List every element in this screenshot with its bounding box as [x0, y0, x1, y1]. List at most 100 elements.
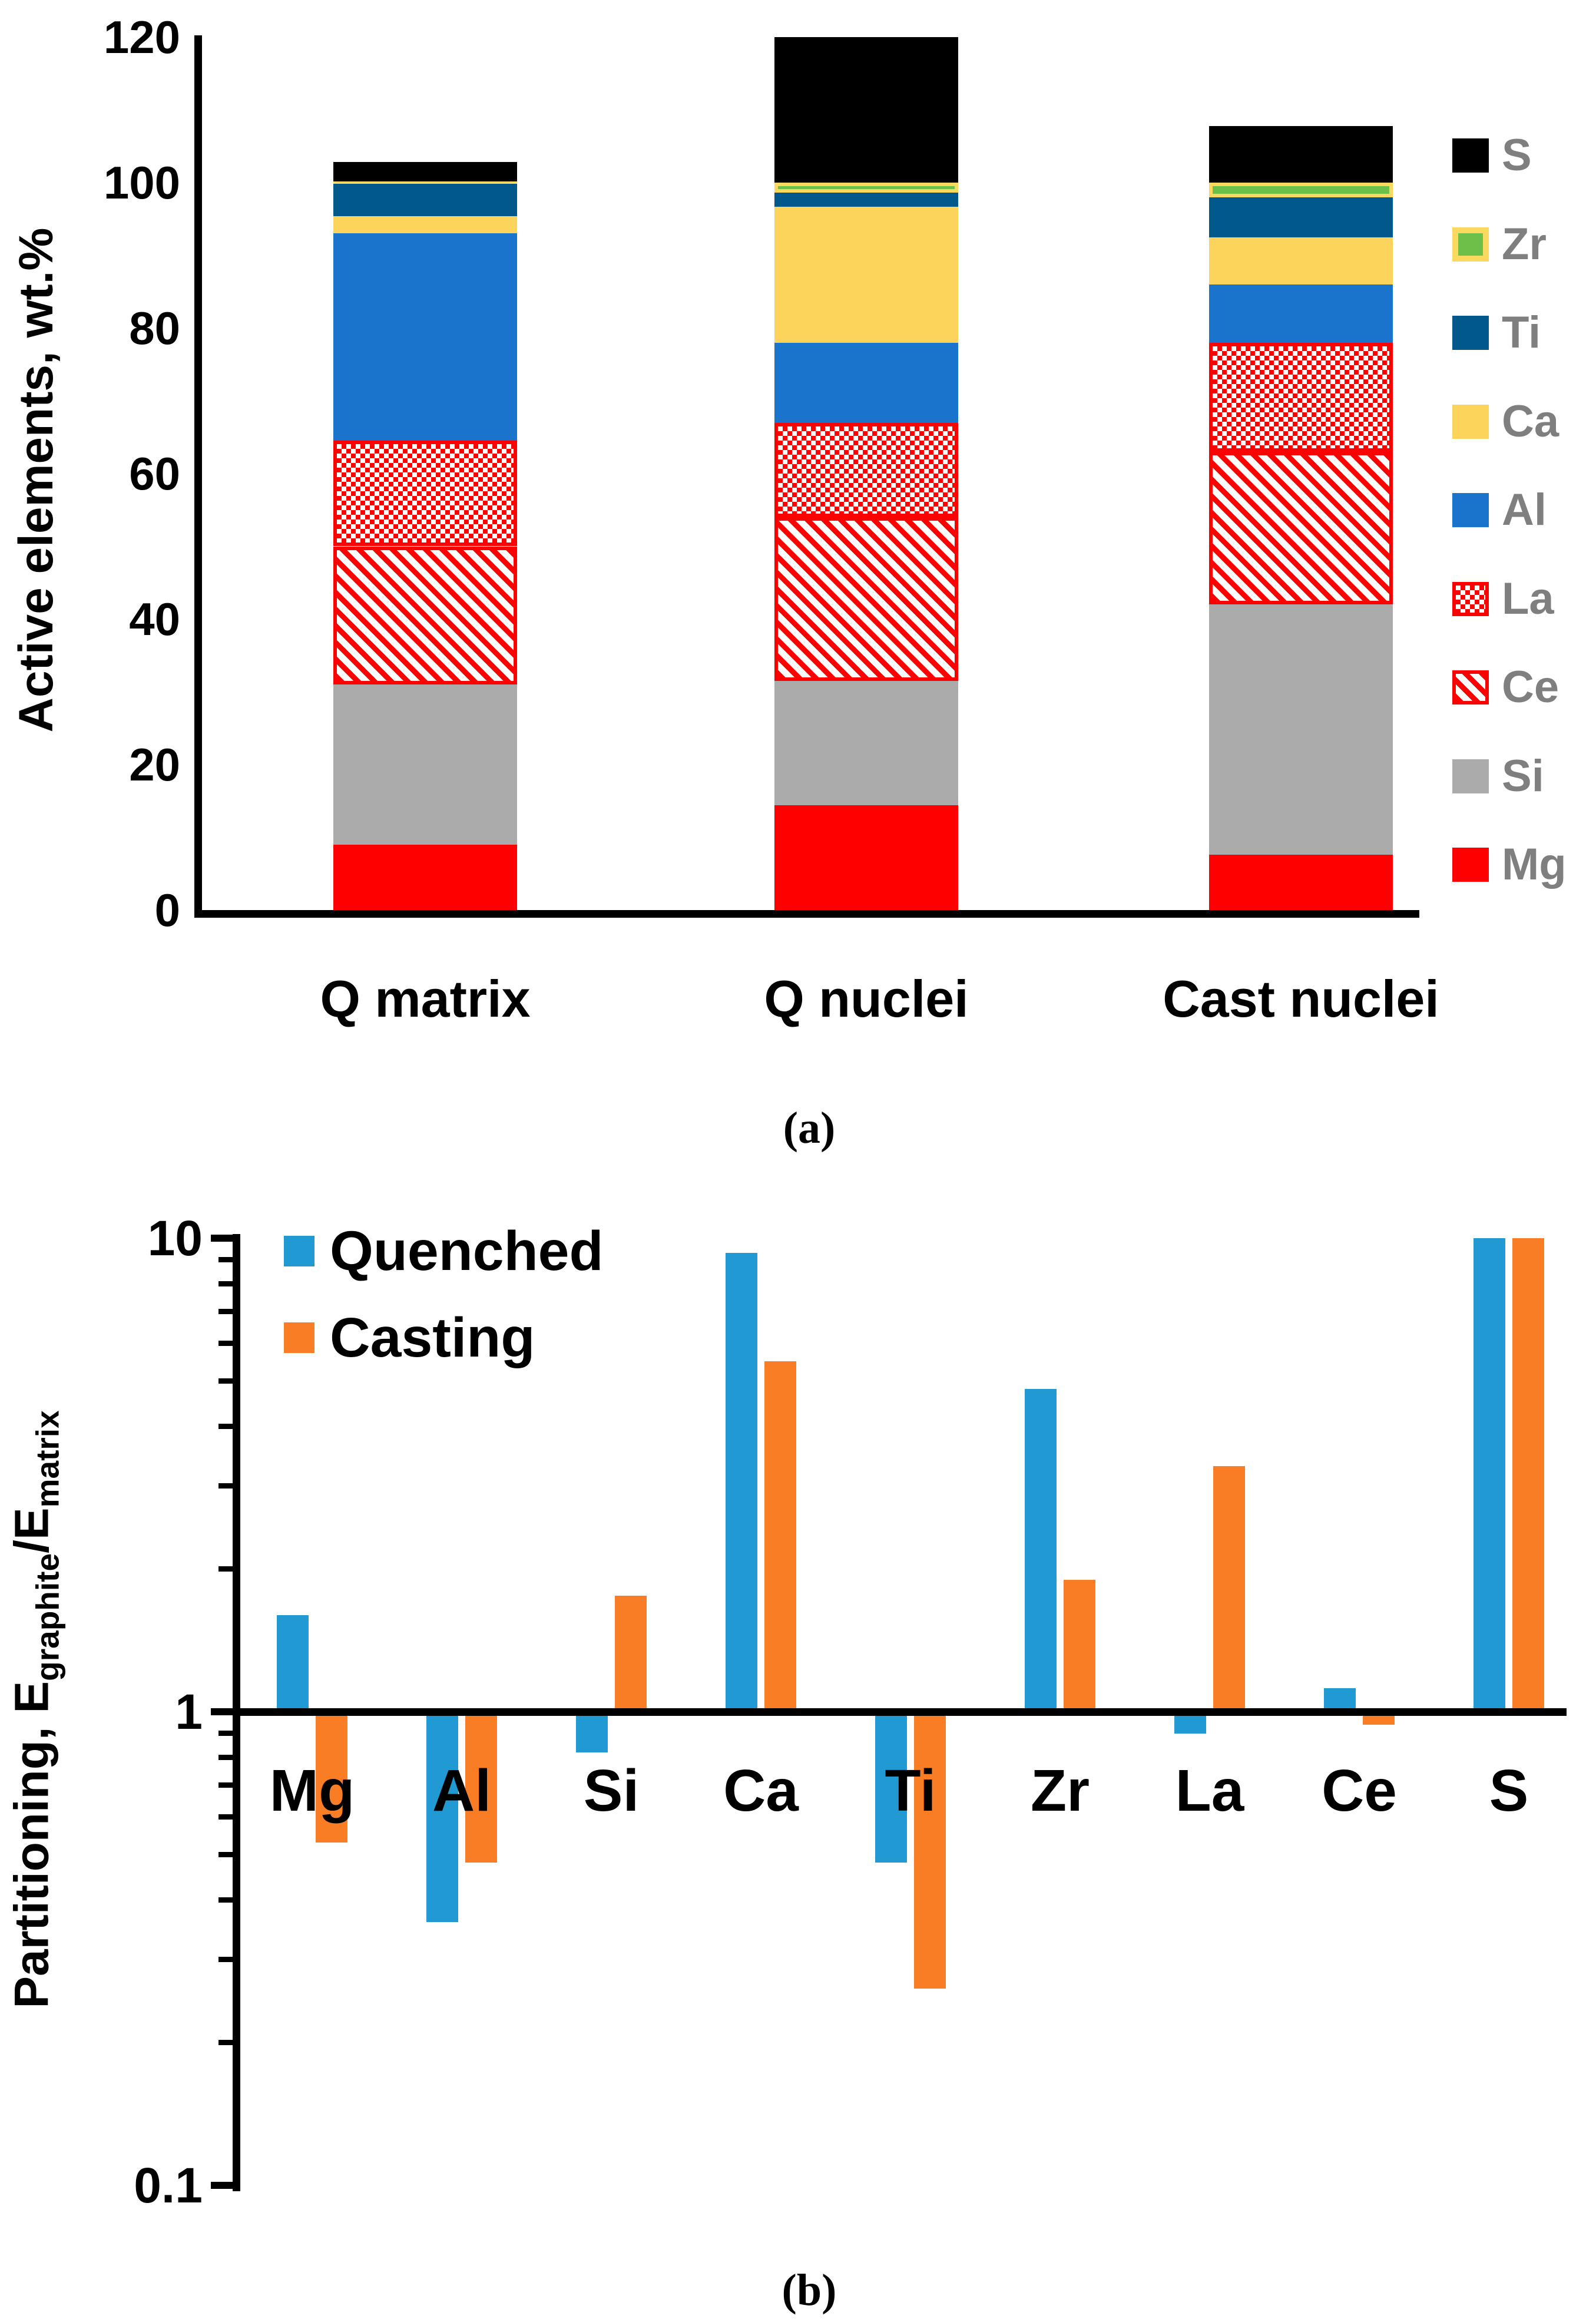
si-casting-bar — [615, 1595, 647, 1716]
chart-b-minor-tick-0p4 — [218, 1897, 233, 1903]
chart-b-minor-tick-2 — [218, 1566, 233, 1572]
q-nuclei-s-segment — [774, 37, 958, 183]
ca-casting-bar — [764, 1361, 796, 1716]
cast-nuclei-ca-segment — [1209, 237, 1393, 285]
al-quenched-bar — [426, 1712, 458, 1922]
chart-a-category-q-nuclei: Q nuclei — [764, 970, 969, 1028]
legend-b-swatch-quenched — [284, 1236, 314, 1266]
chart-a-y-axis-line — [194, 35, 202, 918]
chart-b-category-al: Al — [432, 1758, 491, 1824]
ti-quenched-bar — [875, 1712, 907, 1863]
legend-b-label-casting: Casting — [330, 1306, 535, 1369]
q-matrix-ti-segment — [333, 184, 517, 216]
chart-b-minor-tick-6 — [218, 1340, 233, 1346]
cast-nuclei-ti-segment — [1209, 197, 1393, 237]
chart-b-category-zr: Zr — [1031, 1758, 1090, 1824]
zr-quenched-bar — [1025, 1389, 1057, 1716]
chart-a-ytick-80: 80 — [129, 302, 180, 354]
legend-a-label-s: S — [1502, 130, 1532, 180]
al-casting-bar — [465, 1712, 497, 1863]
legend-a-swatch-la — [1452, 581, 1489, 616]
chart-b-minor-tick-0p6 — [218, 1814, 233, 1820]
chart-b-y-title-sub-graphite: graphite — [29, 1553, 66, 1681]
cast-nuclei-s-segment — [1209, 125, 1393, 183]
chart-b-minor-tick-0p8 — [218, 1755, 233, 1761]
chart-b-minor-tick-8 — [218, 1281, 233, 1287]
chart-b-major-tick-0.1 — [211, 2182, 233, 2189]
chart-b-category-ce: Ce — [1322, 1758, 1397, 1824]
legend-a-swatch-ti — [1452, 316, 1489, 350]
s-quenched-bar — [1474, 1238, 1505, 1716]
chart-b-minor-tick-0p2 — [218, 2040, 233, 2046]
cast-nuclei-mg-segment — [1209, 855, 1393, 910]
legend-a-label-ce: Ce — [1502, 662, 1559, 712]
chart-b-y-title-sub-matrix: matrix — [29, 1410, 66, 1508]
legend-a-label-si: Si — [1502, 750, 1544, 801]
chart-b-category-s: S — [1489, 1758, 1529, 1824]
ti-casting-bar — [914, 1712, 946, 1989]
caption-a: (a) — [783, 1103, 836, 1153]
legend-a-swatch-si — [1452, 759, 1489, 793]
q-matrix-la-segment — [333, 441, 517, 547]
legend-b-label-quenched: Quenched — [330, 1220, 604, 1282]
cast-nuclei-ce-segment — [1209, 451, 1393, 605]
q-nuclei-zr-segment — [774, 183, 958, 193]
chart-a-ytick-60: 60 — [129, 448, 180, 500]
chart-b-y-axis-line — [233, 1234, 240, 2191]
chart-b-major-tick-10 — [211, 1235, 233, 1242]
chart-a-ytick-100: 100 — [103, 157, 180, 209]
chart-b-ytick-10: 10 — [147, 1210, 203, 1266]
chart-b-minor-tick-7 — [218, 1309, 233, 1315]
chart-a-ytick-40: 40 — [129, 593, 180, 645]
chart-b-category-la: La — [1175, 1758, 1244, 1824]
legend-a-swatch-ca — [1452, 404, 1489, 439]
chart-b-category-si: Si — [583, 1758, 640, 1824]
si-quenched-bar — [576, 1712, 608, 1753]
chart-b-minor-tick-0p7 — [218, 1782, 233, 1788]
zr-casting-bar — [1064, 1579, 1095, 1716]
chart-b-category-ti: Ti — [885, 1758, 936, 1824]
legend-a-swatch-ce — [1452, 670, 1489, 704]
chart-b-category-mg: Mg — [269, 1758, 355, 1824]
legend-a-swatch-mg — [1452, 848, 1489, 882]
chart-b-ytick-1: 1 — [175, 1684, 203, 1739]
chart-b-minor-tick-9 — [218, 1257, 233, 1263]
legend-a-label-ti: Ti — [1502, 307, 1541, 358]
chart-b-minor-tick-0p3 — [218, 1956, 233, 1962]
legend-a-swatch-al — [1452, 493, 1489, 527]
q-nuclei-ce-segment — [774, 517, 958, 681]
chart-b-baseline-axis — [233, 1708, 1567, 1716]
legend-a-swatch-zr — [1452, 227, 1489, 262]
q-nuclei-al-segment — [774, 342, 958, 423]
chart-b-minor-tick-3 — [218, 1483, 233, 1489]
la-casting-bar — [1213, 1466, 1245, 1716]
cast-nuclei-zr-segment — [1209, 183, 1393, 197]
chart-b-minor-tick-0p9 — [218, 1731, 233, 1736]
chart-b-major-tick-1 — [211, 1708, 233, 1715]
q-matrix-al-segment — [333, 233, 517, 441]
chart-a-ytick-120: 120 — [103, 11, 180, 63]
chart-b-y-title-mid: /E — [5, 1507, 59, 1553]
q-matrix-s-segment — [333, 162, 517, 181]
chart-b-minor-tick-4 — [218, 1424, 233, 1430]
q-nuclei-si-segment — [774, 680, 958, 806]
ca-quenched-bar — [726, 1253, 757, 1716]
caption-b: (b) — [782, 2265, 837, 2315]
chart-b-minor-tick-5 — [218, 1378, 233, 1384]
legend-b-swatch-casting — [284, 1322, 314, 1353]
q-nuclei-mg-segment — [774, 805, 958, 910]
legend-a-label-mg: Mg — [1502, 839, 1567, 889]
cast-nuclei-al-segment — [1209, 284, 1393, 343]
legend-a-label-zr: Zr — [1502, 219, 1547, 269]
chart-a-ytick-0: 0 — [154, 884, 180, 936]
legend-a-label-al: Al — [1502, 485, 1547, 535]
chart-a-category-cast-nuclei: Cast nuclei — [1163, 970, 1439, 1028]
legend-a-label-la: La — [1502, 573, 1554, 624]
q-matrix-ca-segment — [333, 216, 517, 234]
q-matrix-si-segment — [333, 684, 517, 845]
cast-nuclei-la-segment — [1209, 342, 1393, 452]
q-nuclei-ti-segment — [774, 193, 958, 207]
mg-quenched-bar — [277, 1615, 309, 1716]
q-matrix-ce-segment — [333, 546, 517, 685]
